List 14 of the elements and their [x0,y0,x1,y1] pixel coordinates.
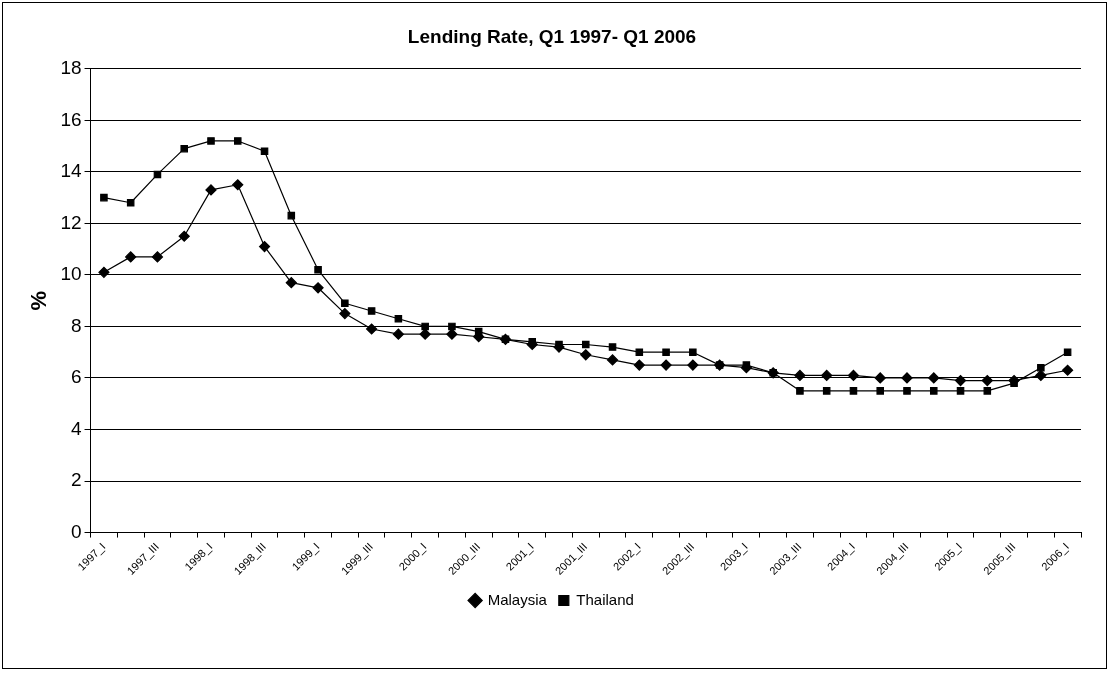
y-tick-label: 2 [70,469,82,491]
y-tick-label: 14 [60,160,82,182]
y-tick-label: 6 [70,366,82,388]
legend-label: Malaysia [487,590,548,608]
y-tick-label: 10 [60,263,82,285]
y-tick-label: 16 [60,108,82,130]
y-tick-label: 18 [60,57,82,79]
y-tick-label: 0 [70,520,82,542]
y-tick-label: 4 [70,417,82,439]
y-axis-title: % [26,290,52,311]
y-tick-label: 12 [60,211,82,233]
chart-title: Lending Rate, Q1 1997- Q1 2006 [407,25,697,47]
y-tick-label: 8 [70,314,82,336]
legend-label: Thailand [576,590,634,608]
